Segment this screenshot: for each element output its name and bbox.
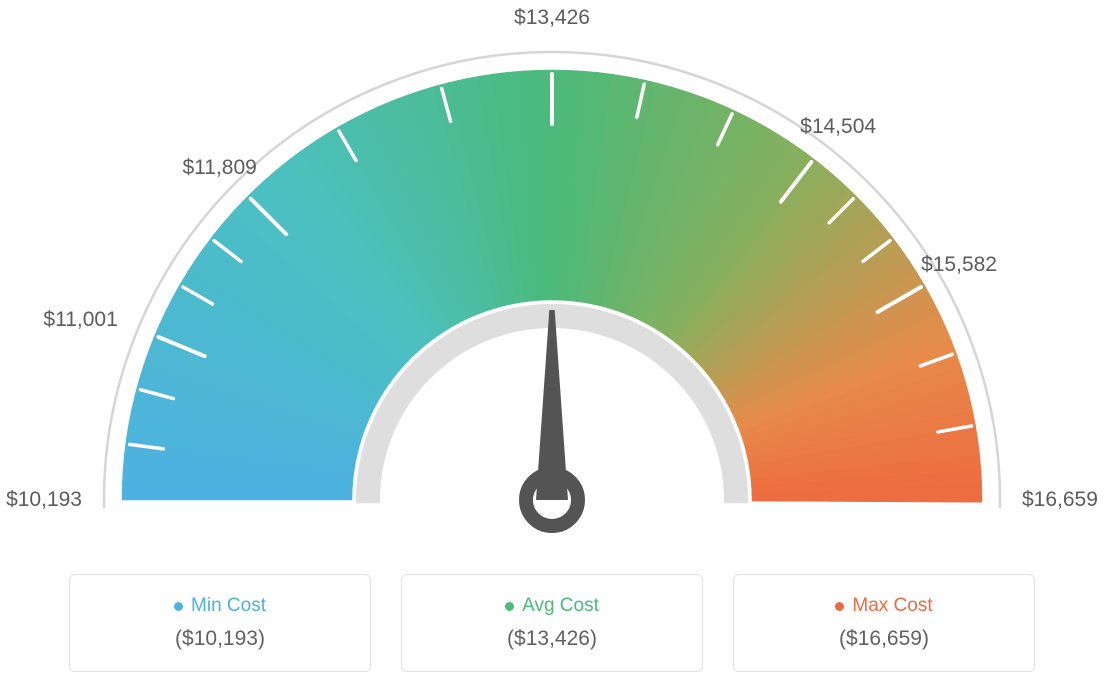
gauge-tick-label: $11,809 bbox=[182, 156, 256, 180]
legend-dot-avg bbox=[505, 602, 514, 611]
legend-row: Min Cost ($10,193) Avg Cost ($13,426) Ma… bbox=[0, 574, 1104, 672]
legend-value-max: ($16,659) bbox=[839, 627, 929, 651]
legend-dot-max bbox=[835, 602, 844, 611]
gauge-dial bbox=[0, 0, 1104, 560]
legend-card-max: Max Cost ($16,659) bbox=[733, 574, 1035, 672]
legend-value-min: ($10,193) bbox=[175, 627, 265, 651]
gauge-cost-chart: $10,193 $11,001 $11,809 $13,426 $14,504 $15,5… bbox=[0, 0, 1104, 690]
legend-label-row: Avg Cost bbox=[505, 595, 599, 617]
legend-label-avg: Avg Cost bbox=[522, 595, 599, 617]
legend-value-avg: ($13,426) bbox=[507, 627, 597, 651]
legend-label-max: Max Cost bbox=[852, 595, 932, 617]
gauge-tick-label: $11,001 bbox=[43, 308, 117, 332]
gauge-tick-label: $16,659 bbox=[1022, 488, 1098, 512]
legend-label-min: Min Cost bbox=[191, 595, 266, 617]
gauge-tick-label: $15,582 bbox=[921, 253, 997, 277]
gauge-tick-label: $14,504 bbox=[800, 115, 876, 139]
legend-dot-min bbox=[174, 602, 183, 611]
gauge-tick-label: $13,426 bbox=[514, 6, 590, 30]
legend-card-min: Min Cost ($10,193) bbox=[69, 574, 371, 672]
gauge-tick-label: $10,193 bbox=[6, 488, 82, 512]
legend-card-avg: Avg Cost ($13,426) bbox=[401, 574, 703, 672]
legend-label-row: Min Cost bbox=[174, 595, 266, 617]
legend-label-row: Max Cost bbox=[835, 595, 932, 617]
